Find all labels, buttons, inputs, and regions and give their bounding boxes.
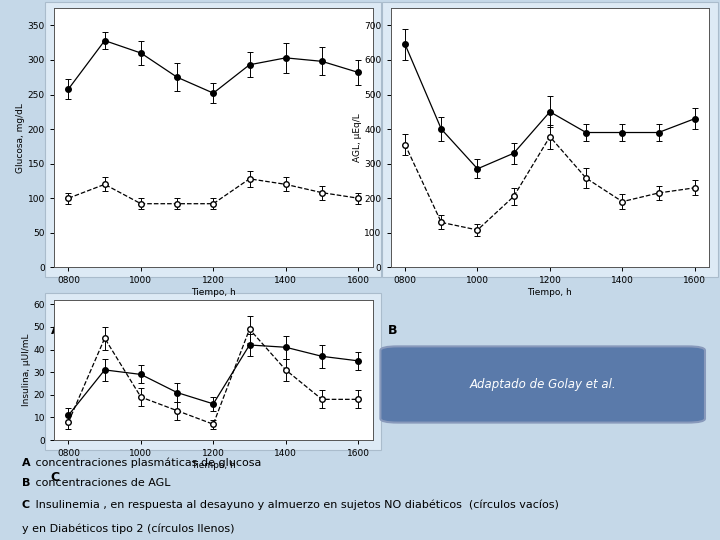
Text: C: C — [51, 471, 60, 484]
Text: A: A — [22, 457, 30, 468]
Text: A: A — [51, 325, 60, 338]
Y-axis label: AGL, μEq/L: AGL, μEq/L — [353, 113, 361, 162]
Text: y en Diabéticos tipo 2 (círculos llenos): y en Diabéticos tipo 2 (círculos llenos) — [22, 523, 234, 534]
Y-axis label: Glucosa, mg/dL: Glucosa, mg/dL — [16, 103, 25, 173]
Text: B: B — [387, 325, 397, 338]
Text: Adaptado de Golay et al.: Adaptado de Golay et al. — [469, 378, 616, 391]
X-axis label: Tiempo, h: Tiempo, h — [528, 288, 572, 297]
Text: C: C — [22, 500, 30, 510]
Text: concentraciones plasmáticas de glucosa: concentraciones plasmáticas de glucosa — [32, 457, 262, 468]
Y-axis label: Insulina, μUI/mL: Insulina, μUI/mL — [22, 334, 31, 406]
Text: B: B — [22, 478, 30, 488]
Text: Insulinemia , en respuesta al desayuno y almuerzo en sujetos NO diabéticos  (cír: Insulinemia , en respuesta al desayuno y… — [32, 500, 559, 510]
X-axis label: Tiempo, h: Tiempo, h — [191, 461, 235, 470]
Text: concentraciones de AGL: concentraciones de AGL — [32, 478, 171, 488]
FancyBboxPatch shape — [380, 346, 705, 423]
X-axis label: Tiempo, h: Tiempo, h — [191, 288, 235, 297]
